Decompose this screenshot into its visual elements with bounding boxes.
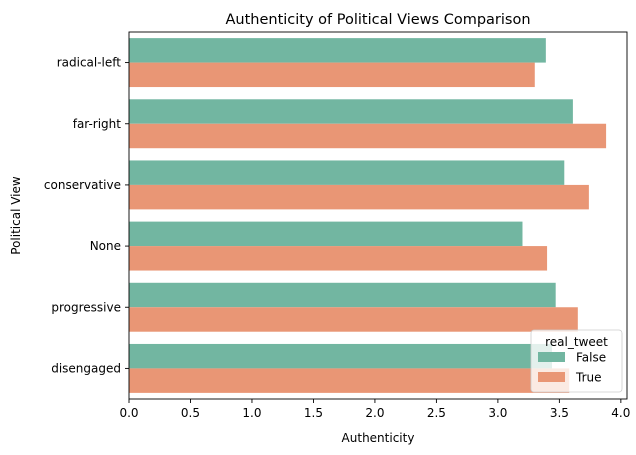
legend-label-false: False — [576, 351, 606, 365]
x-tick-label: 4.0 — [611, 406, 630, 420]
bars — [129, 38, 607, 393]
y-tick-label: conservative — [44, 178, 121, 192]
bar-conservative-false — [129, 160, 565, 185]
y-tick-label: far-right — [73, 117, 122, 131]
plot-frame — [128, 31, 628, 400]
legend-swatch-false — [538, 352, 565, 362]
x-tick-label: 0.5 — [181, 406, 200, 420]
bar-none-true — [129, 246, 548, 271]
y-axis-ticks: radical-left far-right conservative None pro… — [44, 56, 129, 375]
bar-progressive-true — [129, 307, 578, 332]
x-tick-label: 1.0 — [242, 406, 261, 420]
legend-label-true: True — [575, 371, 602, 385]
y-axis-label: Political View — [9, 176, 23, 255]
x-axis-label: Authenticity — [342, 431, 415, 445]
legend-entries: False True — [538, 351, 606, 385]
y-tick-label: radical-left — [57, 56, 122, 70]
y-tick-label: disengaged — [51, 361, 121, 375]
bar-far-right-true — [129, 123, 607, 149]
y-tick-label: None — [90, 239, 121, 253]
x-tick-label: 0.0 — [119, 406, 138, 420]
x-tick-label: 1.5 — [304, 406, 323, 420]
chart-title: Authenticity of Political Views Comparis… — [225, 12, 530, 28]
bar-disengaged-false — [129, 343, 552, 369]
bar-far-right-false — [129, 99, 573, 124]
bar-radical-left-false — [129, 38, 546, 63]
bar-conservative-true — [129, 184, 589, 210]
legend: real_tweet False True — [530, 329, 623, 393]
y-tick-label: progressive — [51, 300, 121, 314]
bar-none-false — [129, 221, 523, 247]
bar-progressive-false — [129, 282, 556, 308]
x-tick-label: 2.5 — [427, 406, 446, 420]
x-tick-label: 3.0 — [488, 406, 507, 420]
x-axis-ticks: 0.0 0.5 1.0 1.5 2.0 2.5 3.0 3.5 4.0 — [119, 399, 630, 420]
bar-radical-left-true — [129, 62, 535, 88]
legend-swatch-true — [538, 372, 565, 382]
x-tick-label: 2.0 — [365, 406, 384, 420]
x-tick-label: 3.5 — [550, 406, 569, 420]
legend-title: real_tweet — [545, 335, 608, 349]
bar-disengaged-true — [129, 368, 570, 393]
